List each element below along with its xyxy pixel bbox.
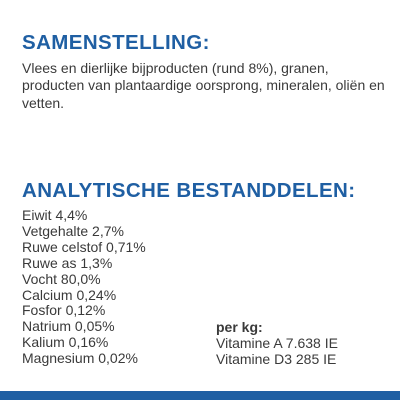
analytical-item-protein: Eiwit 4,4% — [22, 207, 88, 223]
analytical-item-ash: Ruwe as 1,3% — [22, 254, 113, 271]
bottom-accent-bar — [0, 391, 400, 400]
analytical-heading: ANALYTISCHE BESTANDDELEN: — [22, 179, 356, 202]
composition-heading: SAMENSTELLING: — [22, 31, 210, 54]
per-kg-block: per kg: Vitamine A 7.638 IE Vitamine D3 … — [216, 319, 338, 368]
per-kg-item-vitamin-a: Vitamine A 7.638 IE — [216, 334, 338, 351]
analytical-item-calcium: Calcium 0,24% — [22, 286, 117, 303]
analytical-item-sodium: Natrium 0,05% — [22, 318, 115, 335]
per-kg-label: per kg: — [216, 319, 263, 335]
analytical-item-magnesium: Magnesium 0,02% — [22, 350, 138, 367]
per-kg-item-vitamin-d3: Vitamine D3 285 IE — [216, 350, 337, 367]
analytical-item-fat: Vetgehalte 2,7% — [22, 222, 124, 239]
analytical-list: Eiwit 4,4% Vetgehalte 2,7% Ruwe celstof … — [22, 207, 146, 367]
analytical-item-moisture: Vocht 80,0% — [22, 270, 101, 287]
per-kg-list: Vitamine A 7.638 IE Vitamine D3 285 IE — [216, 334, 338, 368]
composition-text: Vlees en dierlijke bijproducten (rund 8%… — [22, 60, 385, 111]
analytical-item-potassium: Kalium 0,16% — [22, 334, 109, 351]
analytical-item-phosphorus: Fosfor 0,12% — [22, 302, 106, 319]
analytical-item-fibre: Ruwe celstof 0,71% — [22, 238, 146, 255]
